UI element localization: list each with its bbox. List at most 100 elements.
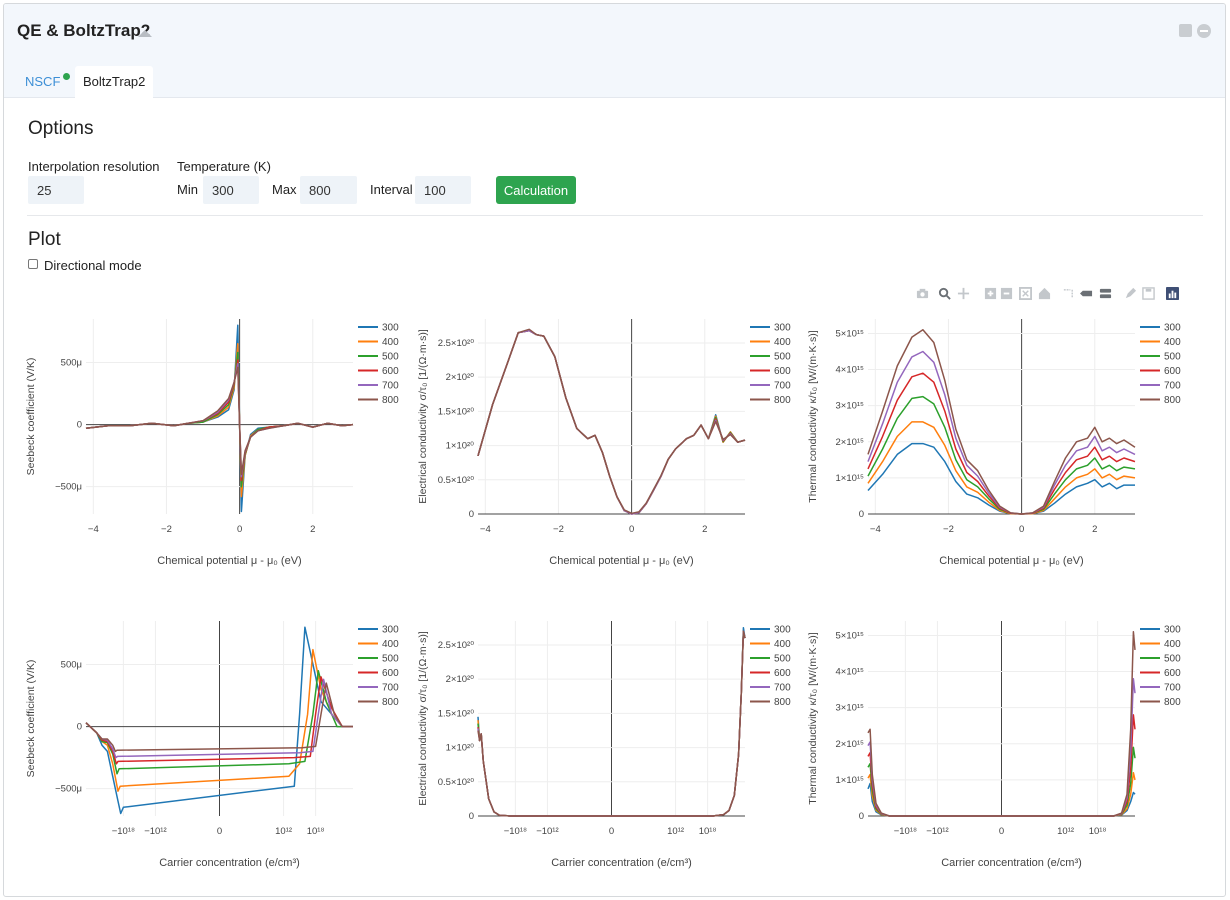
legend-label: 600 [382,366,399,377]
x-tick-label: −4 [480,524,491,535]
close-icon[interactable] [1197,24,1211,38]
restore-icon[interactable] [1179,24,1192,37]
tab-nscf-label: NSCF [25,74,61,89]
tab-boltztrap2-label: BoltzTrap2 [83,74,146,89]
x-tick-label: 0 [609,826,614,837]
interpolation-label: Interpolation resolution [28,159,160,174]
legend-label: 300 [382,625,399,636]
legend-label: 300 [774,323,791,334]
y-tick-label: 0 [859,811,864,822]
legend-label: 800 [1164,395,1181,406]
tab-nscf[interactable]: NSCF [17,66,71,98]
series-line-600 [85,676,353,765]
y-axis-title: Thermal conductivity κ/τ₀ [W/(m·K·s)] [807,632,819,805]
y-tick-label: 1×10²⁰ [446,743,475,754]
interval-input[interactable] [415,176,471,204]
x-tick-label: −10¹⁸ [112,826,135,837]
directional-mode-label: Directional mode [44,258,142,273]
zoom-out-icon[interactable] [1000,287,1013,300]
y-axis-title: Seebeck coefficient (V/K) [25,660,37,778]
chart-svg: −4 −2 0 2 500μ 0 −500μ Chemical potential μ - μ… [25,319,399,567]
collapse-icon[interactable] [138,30,152,37]
x-tick-label: −2 [943,524,954,535]
zoom-in-icon[interactable] [984,287,997,300]
legend-label: 700 [774,381,791,392]
y-tick-label: 2×10²⁰ [446,674,475,685]
app-window: QE & BoltzTrap2 NSCF BoltzTrap2 Options … [3,3,1226,897]
y-tick-label: 2×10¹⁵ [836,739,865,750]
y-tick-label: 0.5×10²⁰ [438,777,474,788]
legend-label: 400 [382,639,399,650]
chart-svg: −4 −2 0 2 0 0.5×10²⁰ 1×10²⁰ 1.5×10²⁰ 2×10²⁰ 2.5×1… [417,319,791,567]
series-line-800 [477,630,746,817]
y-tick-label: 1.5×10²⁰ [438,406,474,417]
legend-label: 300 [1164,323,1181,334]
y-tick-label: 4×10¹⁵ [836,667,865,678]
y-tick-label: 3×10¹⁵ [836,401,865,412]
min-temperature-input[interactable] [203,176,259,204]
chart-svg: −4 −2 0 2 0 1×10¹⁵ 2×10¹⁵ 3×10¹⁵ 4×10¹⁵ 5×10¹⁵ Che… [807,319,1181,567]
y-tick-label: 0 [469,811,474,822]
legend-label: 800 [382,395,399,406]
x-axis-title: Chemical potential μ - μ₀ (eV) [157,555,301,567]
conductivity-vs-carrier-plot[interactable]: −10¹⁸ −10¹² 0 10¹² 10¹⁸ 0 0.5×10²⁰ 1×10²⁰ 1.5×10… [410,611,810,886]
home-icon[interactable] [1038,287,1051,300]
calculation-button[interactable]: Calculation [496,176,576,204]
legend-label: 300 [382,323,399,334]
x-tick-label: −2 [161,524,172,535]
y-tick-label: 1×10¹⁵ [836,473,865,484]
x-tick-label: 2 [702,524,707,535]
save-icon[interactable] [1142,287,1155,300]
y-axis-title: Thermal conductivity κ/τ₀ [W/(m·K·s)] [807,330,819,503]
x-axis-title: Carrier concentration (e/cm³) [159,857,300,869]
pan-icon[interactable] [957,287,970,300]
spike-icon[interactable] [1062,287,1075,300]
x-tick-label: −4 [88,524,99,535]
series-line-800 [477,328,746,515]
conductivity-vs-mu-plot[interactable]: −4 −2 0 2 0 0.5×10²⁰ 1×10²⁰ 1.5×10²⁰ 2×10²⁰ 2.5×1… [410,309,810,584]
legend-label: 600 [774,366,791,377]
legend-label: 400 [1164,639,1181,650]
edit-icon[interactable] [1124,287,1137,300]
y-tick-label: 2×10²⁰ [446,372,475,383]
zoom-icon[interactable] [938,287,951,300]
x-axis-title: Carrier concentration (e/cm³) [941,857,1082,869]
interpolation-input[interactable] [28,176,84,204]
y-tick-label: 500μ [61,659,82,670]
autoscale-icon[interactable] [1019,287,1032,300]
hover-closest-icon[interactable] [1080,287,1093,300]
x-tick-label: 10¹² [667,826,684,837]
legend-label: 500 [1164,654,1181,665]
thermal-vs-carrier-plot[interactable]: −10¹⁸ −10¹² 0 10¹² 10¹⁸ 0 1×10¹⁵ 2×10¹⁵ 3×10¹⁵ 4×… [800,611,1200,886]
x-tick-label: 10¹⁸ [699,826,717,837]
y-tick-label: 3×10¹⁵ [836,703,865,714]
x-tick-label: 0 [999,826,1004,837]
directional-mode-checkbox[interactable] [28,259,38,269]
interval-label: Interval [370,182,413,197]
plotly-logo-icon[interactable] [1166,287,1179,300]
max-temperature-input[interactable] [300,176,357,204]
camera-icon[interactable] [916,287,929,300]
legend-label: 800 [774,395,791,406]
seebeck-vs-mu-plot[interactable]: −4 −2 0 2 500μ 0 −500μ Chemical potential μ - μ… [18,309,418,584]
x-axis-title: Chemical potential μ - μ₀ (eV) [549,555,693,567]
thermal-vs-mu-plot[interactable]: −4 −2 0 2 0 1×10¹⁵ 2×10¹⁵ 3×10¹⁵ 4×10¹⁵ 5×10¹⁵ Che… [800,309,1200,584]
legend-label: 700 [1164,683,1181,694]
legend-label: 800 [382,697,399,708]
hover-compare-icon[interactable] [1099,287,1112,300]
tab-boltztrap2[interactable]: BoltzTrap2 [75,66,154,98]
y-tick-label: 2.5×10²⁰ [438,640,474,651]
x-tick-label: −4 [870,524,881,535]
y-tick-label: 0 [77,420,82,431]
legend-label: 500 [774,352,791,363]
y-tick-label: 4×10¹⁵ [836,365,865,376]
x-tick-label: −10¹² [536,826,558,837]
x-tick-label: 10¹⁸ [1089,826,1107,837]
chart-svg: −10¹⁸ −10¹² 0 10¹² 10¹⁸ 0 0.5×10²⁰ 1×10²⁰ 1.5×10… [417,621,791,869]
legend-label: 600 [382,668,399,679]
y-tick-label: 0.5×10²⁰ [438,475,474,486]
series-line-800 [867,631,1136,817]
legend-label: 800 [1164,697,1181,708]
y-tick-label: −500μ [55,784,82,795]
seebeck-vs-carrier-plot[interactable]: −10¹⁸ −10¹² 0 10¹² 10¹⁸ 500μ 0 −500μ Carrier con… [18,611,418,886]
